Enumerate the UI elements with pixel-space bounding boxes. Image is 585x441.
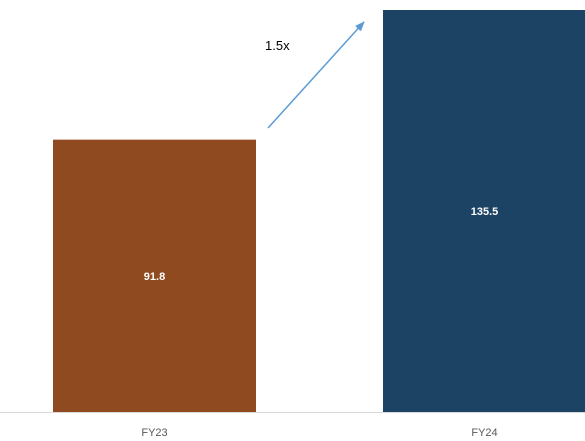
growth-annotation-label: 1.5x [265, 38, 290, 53]
x-tick-label-fy23: FY23 [141, 427, 167, 439]
growth-arrow-icon [267, 21, 365, 129]
labels-group: 91.8 135.5 [144, 206, 498, 283]
data-label-fy24: 135.5 [471, 206, 499, 218]
bar-fy23 [53, 139, 256, 412]
data-label-fy23: 91.8 [144, 271, 165, 283]
x-tick-label-fy24: FY24 [471, 427, 497, 439]
bar-fy24 [383, 10, 585, 412]
bars-group [53, 10, 585, 412]
x-tick-labels: FY23 FY24 [141, 427, 497, 439]
